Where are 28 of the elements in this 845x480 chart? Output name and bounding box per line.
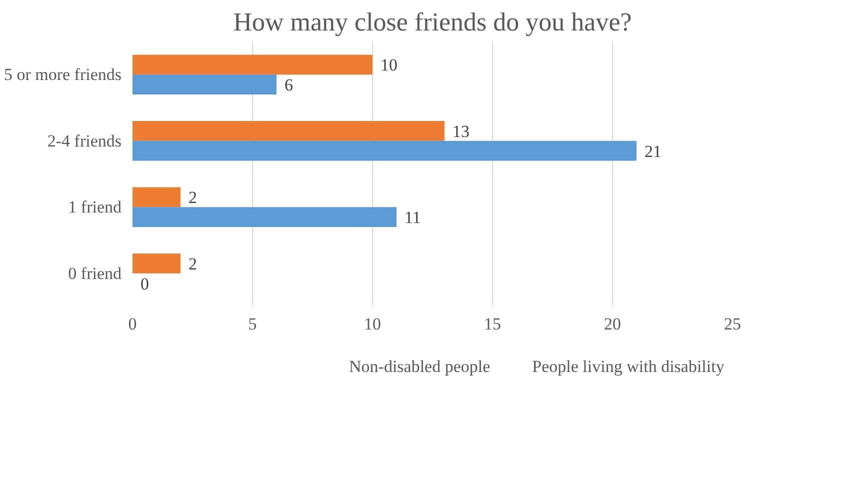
- y-tick-label: 1 friend: [68, 198, 122, 217]
- bar: [132, 187, 180, 208]
- data-label: 6: [284, 76, 293, 95]
- x-tick-label: 20: [604, 314, 621, 334]
- data-label: 2: [188, 254, 197, 274]
- bar: [132, 140, 636, 161]
- text: Non-disabled people: [349, 357, 490, 377]
- bar: [132, 54, 372, 75]
- text: People living with disability: [532, 357, 724, 377]
- y-tick-label: 5 or more friends: [4, 65, 122, 84]
- bar: [132, 121, 444, 141]
- y-tick-label: 2-4 friends: [47, 131, 122, 150]
- chart-title: How many close friends do you have?: [233, 8, 632, 36]
- bar: [132, 207, 396, 227]
- data-label: 10: [380, 56, 398, 75]
- data-label: 0: [140, 274, 149, 294]
- y-tick-label: 0 friend: [68, 264, 122, 283]
- data-label: 11: [404, 208, 421, 228]
- data-label: 2: [188, 188, 197, 208]
- x-tick-label: 10: [364, 314, 381, 334]
- x-tick-label: 25: [724, 314, 741, 334]
- bar: [132, 74, 276, 94]
- x-tick-label: 5: [248, 314, 257, 334]
- data-label: 13: [452, 122, 470, 141]
- data-label: 21: [644, 142, 662, 161]
- x-tick-label: 15: [484, 314, 501, 334]
- bar: [132, 254, 180, 274]
- x-tick-label: 0: [128, 314, 137, 334]
